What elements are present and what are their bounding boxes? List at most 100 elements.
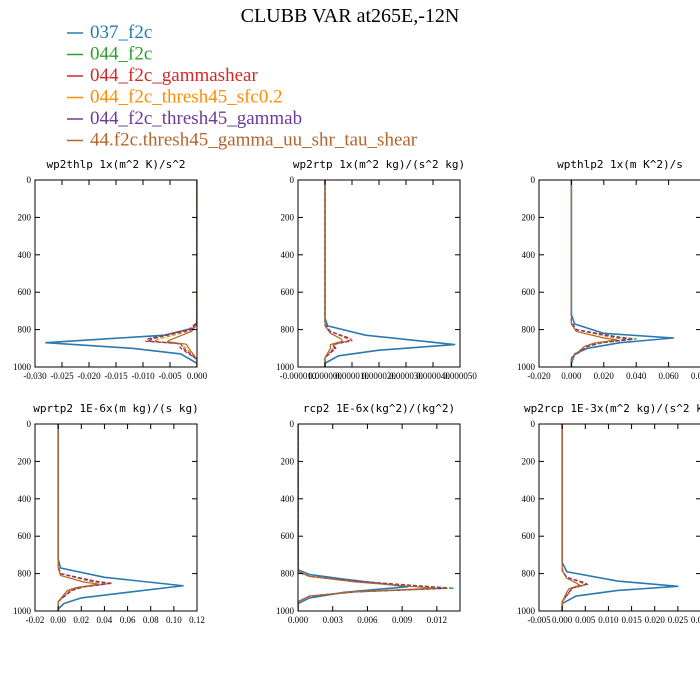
legend-entry: 037_f2c [67,22,152,43]
panel: wp2rcp 1E-3x(m^2 kg)/(s^2 kg) 0 200 400 600 8… [517,402,700,625]
y-tick-label: 400 [281,494,295,504]
y-tick-label: 600 [18,287,32,297]
x-tick-label: -0.025 [50,371,74,381]
y-tick-label: 600 [522,531,536,541]
x-tick-label: 0.060 [658,371,679,381]
y-tick-label: 800 [18,325,32,335]
y-tick-label: 200 [18,212,32,222]
y-tick-label: 400 [18,250,32,260]
panel-title: wpthlp2 1x(m K^2)/s [557,158,683,171]
x-tick-label: 0.003 [323,615,344,625]
series-line [298,424,409,611]
series-line [298,424,436,611]
plot-frame [297,179,461,368]
series-line [570,180,618,367]
y-tick-label: 200 [18,456,32,466]
y-tick-label: 400 [522,250,536,260]
legend-entry: 044_f2c_gammashear [67,65,258,86]
x-tick-label: 0.010 [598,615,619,625]
y-tick-label: 0 [27,419,32,429]
legend-label: 044_f2c [90,44,152,65]
x-tick-label: -0.030 [23,371,47,381]
legend-entry: 044_f2c [67,44,152,65]
series-line [561,424,585,611]
x-tick-label: 0.000000 [308,371,342,381]
y-tick-label: 600 [522,287,536,297]
series-line [57,424,100,611]
panel-title: rcp2 1E-6x(kg^2)/(kg^2) [303,402,455,415]
series-line [561,424,587,611]
x-tick-label: 0.000020 [362,371,396,381]
panel-title: wp2thlp 1x(m^2 K)/s^2 [46,158,185,171]
x-tick-label: -0.000010 [280,371,317,381]
y-tick-label: 0 [290,175,295,185]
series-line [324,180,344,367]
x-tick-label: 0.08 [143,615,159,625]
x-tick-label: 0.04 [97,615,113,625]
x-tick-label: -0.010 [131,371,155,381]
y-tick-label: 1000 [13,362,32,372]
x-tick-label: 0.000030 [389,371,423,381]
y-tick-label: 1000 [517,362,536,372]
x-tick-label: -0.020 [527,371,551,381]
y-tick-label: 200 [522,212,536,222]
chart-panels: wp2thlp 1x(m^2 K)/s^202004006008001000-0… [13,158,700,625]
series-line [57,424,108,611]
series-line [145,180,197,367]
x-tick-label: 0.015 [621,615,642,625]
x-tick-label: 0.00 [50,615,66,625]
x-tick-label: 0.12 [189,615,205,625]
y-tick-label: 800 [281,569,295,579]
panel: wp2rtp 1x(m^2 kg)/(s^2 kg) 0 200 400 600 800 1… [276,158,477,381]
x-tick-label: -0.005 [158,371,182,381]
y-tick-label: 1000 [276,606,295,616]
x-tick-label: 0.006 [357,615,378,625]
series-line [570,180,628,367]
series-line [570,180,675,367]
x-tick-label: 0.02 [73,615,89,625]
series-line [561,424,679,611]
x-tick-label: 0.000 [552,615,573,625]
series-line [147,180,197,367]
legend: 037_f2c044_f2c044_f2c_gammashear044_f2c_… [67,22,418,151]
series-line [44,180,197,367]
series-line [324,180,349,367]
x-tick-label: 0.000040 [416,371,450,381]
series-line [570,180,631,367]
x-tick-label: 0.080 [691,371,700,381]
legend-entry: 44.f2c.thresh45_gamma_uu_shr_tau_shear [67,130,418,151]
x-tick-label: 0.020 [594,371,615,381]
series-line [166,180,197,367]
y-tick-label: 600 [281,531,295,541]
x-tick-label: 0.000010 [335,371,369,381]
plot-frame [34,423,198,612]
panel-title: wp2rtp 1x(m^2 kg)/(s^2 kg) [293,158,465,171]
series-line [57,424,184,611]
legend-label: 44.f2c.thresh45_gamma_uu_shr_tau_shear [90,130,418,151]
x-tick-label: 0.000 [187,371,208,381]
panel: wpthlp2 1x(m K^2)/s 0 200 400 600 800 1000-0.0… [517,158,700,381]
x-tick-label: -0.020 [77,371,101,381]
series-line [153,180,197,367]
y-tick-label: 800 [18,569,32,579]
x-tick-label: 0.012 [427,615,447,625]
legend-label: 037_f2c [90,22,152,43]
panel-title: wprtp2 1E-6x(m kg)/(s kg) [33,402,199,415]
y-tick-label: 0 [531,175,536,185]
y-tick-label: 0 [531,419,536,429]
y-tick-label: 400 [18,494,32,504]
series-line [561,424,581,611]
y-tick-label: 0 [290,419,295,429]
legend-entry: 044_f2c_thresh45_sfc0.2 [67,87,283,108]
x-tick-label: 0.020 [645,615,666,625]
y-tick-label: 400 [281,250,295,260]
x-tick-label: 0.005 [575,615,596,625]
x-tick-label: 0.040 [626,371,647,381]
plot-frame [538,179,700,368]
x-tick-label: -0.015 [104,371,128,381]
y-tick-label: 0 [27,175,32,185]
series-line [570,180,637,367]
y-tick-label: 1000 [517,606,536,616]
legend-entry: 044_f2c_thresh45_gammab [67,108,302,129]
y-tick-label: 1000 [13,606,32,616]
